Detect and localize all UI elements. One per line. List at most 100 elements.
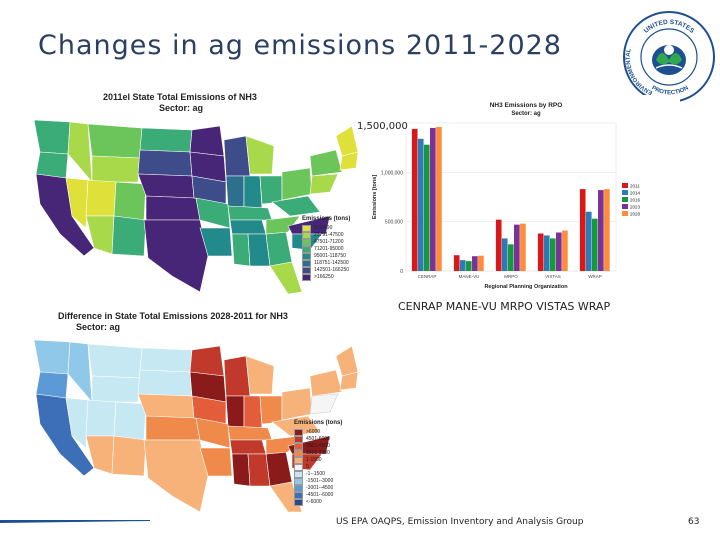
bottom-legend-item: -4501--6000 (294, 491, 342, 499)
bottom-map-title-text: Difference in State Total Emissions 2028… (58, 311, 288, 321)
bar-2028-cenrap (436, 126, 442, 271)
bottom-legend-item: 1501-3000 (294, 449, 342, 457)
top-legend-label: >166250 (314, 273, 334, 280)
bar-2014-cenrap (417, 138, 424, 271)
bottom-legend-label: 1-1500 (306, 456, 322, 463)
bar-2014-vistas (543, 235, 550, 271)
bottom-legend-swatch (294, 435, 303, 443)
chart-title: NH3 Emissions by RPO (490, 102, 563, 109)
bar-2028-mrpo (520, 223, 526, 271)
bar-2028-mane-vu (478, 255, 484, 271)
x-axis-title: Regional Planning Organization (484, 284, 568, 290)
top-legend-label: 47501-71200 (314, 238, 344, 245)
bottom-legend-swatch (294, 498, 303, 506)
top-legend-item: 47501-71200 (302, 238, 350, 246)
x-tick-label: MRPO (504, 274, 518, 279)
top-legend-swatch (302, 252, 311, 260)
svg-text:PROTECTION: PROTECTION (650, 85, 689, 96)
legend-swatch-2014 (622, 190, 628, 195)
bottom-legend-swatch (294, 491, 303, 499)
y-tick-label: 500,000 (385, 220, 403, 226)
top-legend-label: 71201-95000 (314, 245, 344, 252)
overlay-axis-label: 1,500,000 (357, 121, 408, 132)
bar-2028-vistas (562, 230, 568, 271)
bottom-legend-label: 4501-6000 (306, 435, 330, 442)
bottom-legend-label: -1--1500 (306, 470, 325, 477)
top-legend-item: 0-23790 (302, 224, 350, 232)
x-tick-label: CENRAP (418, 274, 437, 279)
slide-title: Changes in ag emissions 2011-2028 (38, 30, 562, 61)
x-tick-label: MANE-VU (459, 274, 480, 279)
bar-2011-wrap (579, 189, 586, 271)
bottom-legend-item: -3001--4500 (294, 484, 342, 492)
bar-2016-cenrap (423, 144, 430, 271)
bottom-legend-label: 0 (306, 463, 309, 470)
top-map-subtitle: Sector: ag (159, 103, 204, 113)
bottom-map-subtitle: Sector: ag (76, 322, 121, 332)
top-legend-title: Emissions (tons) (302, 216, 351, 222)
top-legend-label: 118751-142500 (314, 259, 349, 266)
top-legend-label: 0-23790 (314, 224, 333, 231)
bar-2016-mrpo (507, 244, 514, 271)
bar-2014-mrpo (501, 238, 508, 271)
legend-swatch-2011 (622, 183, 628, 188)
bottom-legend-item: >6000 (294, 428, 342, 436)
top-legend-item: 142501-166250 (302, 266, 350, 274)
bottom-legend-item: -1--1500 (294, 470, 342, 478)
bottom-legend-item: -1501--3000 (294, 477, 342, 485)
bar-2028-wrap (604, 189, 610, 271)
chart-subtitle: Sector: ag (511, 111, 541, 117)
bottom-legend-title: Emissions (tons) (294, 420, 343, 426)
bottom-legend-swatch (294, 449, 303, 457)
bar-2011-vistas (537, 233, 544, 271)
bottom-legend-item: 0 (294, 463, 342, 471)
y-axis-title: Emissions [tons] (372, 175, 378, 219)
top-legend-label: 95001-118750 (314, 252, 346, 259)
bottom-legend-label: <-6000 (306, 498, 322, 505)
bar-2016-vistas (549, 238, 556, 271)
bottom-map-title: Difference in State Total Emissions 2028… (58, 311, 288, 333)
bottom-legend-label: -3001--4500 (306, 484, 334, 491)
rpo-bar-chart: 0 500,000 1,000,000 NH3 Emissions by RPO Sec… (372, 102, 641, 290)
bar-2014-mane-vu (459, 260, 466, 271)
footer-text: US EPA OAQPS, Emission Inventory and Ana… (336, 517, 584, 527)
bottom-legend-label: -4501--6000 (306, 491, 334, 498)
footer-accent-bar (0, 520, 150, 523)
bottom-legend-swatch (294, 470, 303, 478)
bottom-legend-item: 4501-6000 (294, 435, 342, 443)
top-legend-item: 95001-118750 (302, 252, 350, 260)
epa-logo: UNITED STATES ENVIRONMENTAL PROTECTION (623, 11, 715, 103)
legend-label-2023: 2023 (630, 205, 641, 210)
bar-2011-mane-vu (453, 255, 460, 271)
bar-2011-cenrap (411, 128, 418, 271)
bottom-map-legend: Emissions (tons) >6000 4501-6000 3001-4500… (294, 420, 342, 506)
bar-chart-panel: 0 500,000 1,000,000 NH3 Emissions by RPO Sec… (366, 95, 680, 291)
bottom-legend-item: 1-1500 (294, 456, 342, 464)
top-map-panel: 2011el State Total Emissions of NH3 Sect… (28, 88, 366, 300)
top-legend-item: 71201-95000 (302, 245, 350, 253)
legend-label-2016: 2016 (630, 198, 641, 203)
top-legend-label: 23791-47500 (314, 231, 344, 238)
top-legend-item: 23791-47500 (302, 231, 350, 239)
bar-2023-vistas (556, 232, 562, 271)
top-legend-label: 142501-166250 (314, 266, 350, 273)
legend-swatch-2016 (622, 197, 628, 202)
top-legend-swatch (302, 266, 311, 274)
top-legend-swatch (302, 224, 311, 232)
legend-swatch-2023 (622, 204, 628, 209)
x-tick-label: VISTAS (545, 274, 561, 279)
legend-label-2014: 2014 (630, 191, 641, 196)
top-legend-swatch (302, 245, 311, 253)
top-map-title: 2011el State Total Emissions of NH3 Sect… (103, 92, 257, 114)
top-legend-swatch (302, 238, 311, 246)
bottom-legend-label: 1501-3000 (306, 449, 330, 456)
overlay-category-labels: CENRAP MANE-VU MRPO VISTAS WRAP (398, 300, 611, 313)
bar-2011-mrpo (495, 219, 502, 271)
y-tick-label: 1,000,000 (381, 170, 403, 176)
bar-2023-cenrap (430, 127, 436, 271)
bottom-legend-swatch (294, 484, 303, 492)
bottom-legend-label: -1501--3000 (306, 477, 334, 484)
bottom-legend-swatch (294, 463, 303, 471)
legend-swatch-2028 (622, 211, 628, 216)
x-tick-label: WRAP (588, 274, 602, 279)
